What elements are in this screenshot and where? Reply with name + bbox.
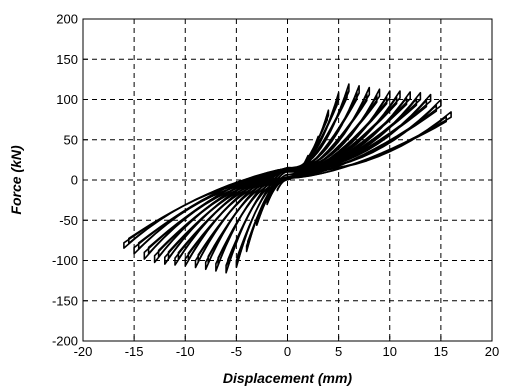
- x-tick-label: 20: [485, 344, 499, 359]
- x-axis-label: Displacement (mm): [223, 370, 352, 386]
- x-axis-ticks: -20 -15 -10 -5 0 5 10 15 20: [74, 336, 499, 359]
- x-tick-label: 5: [335, 344, 342, 359]
- y-tick-label: 200: [56, 12, 78, 27]
- x-tick-label: 10: [383, 344, 397, 359]
- y-tick-label: -50: [59, 213, 78, 228]
- x-tick-label: 0: [284, 344, 291, 359]
- x-tick-label: -5: [231, 344, 243, 359]
- x-tick-label: -20: [74, 344, 93, 359]
- y-tick-label: -100: [52, 253, 78, 268]
- y-tick-label: 150: [56, 52, 78, 67]
- hysteresis-loop: [128, 115, 447, 245]
- y-tick-label: -150: [52, 293, 78, 308]
- x-tick-label: -10: [176, 344, 195, 359]
- hysteresis-loop: [137, 104, 438, 250]
- y-tick-label: -200: [52, 334, 78, 349]
- y-axis-ticks: -200 -150 -100 -50 0 50 100 150 200: [52, 12, 88, 349]
- hysteresis-curves: [123, 83, 452, 274]
- x-tick-label: -15: [125, 344, 144, 359]
- x-tick-label: 15: [434, 344, 448, 359]
- y-tick-label: 50: [64, 132, 78, 147]
- y-tick-label: 100: [56, 92, 78, 107]
- y-axis-label: Force (kN): [8, 145, 24, 215]
- y-tick-label: 0: [71, 173, 78, 188]
